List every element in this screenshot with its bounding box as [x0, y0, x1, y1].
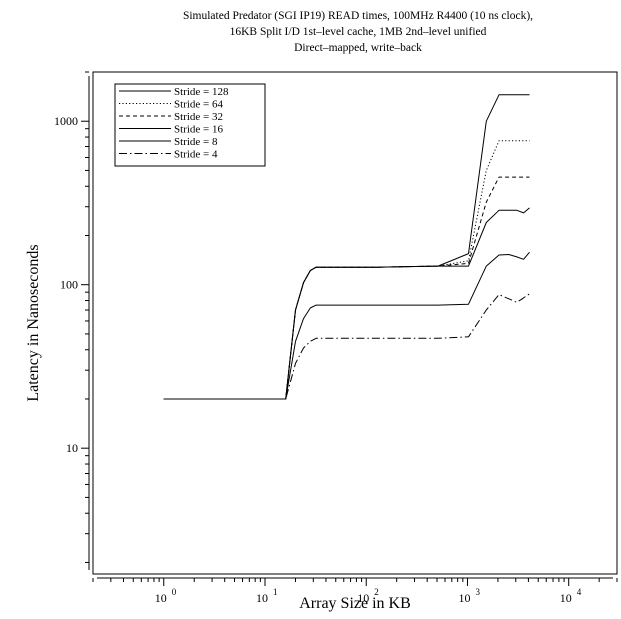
x-tick-label: 10 [155, 591, 167, 605]
x-tick-exponent: 4 [577, 587, 582, 597]
x-tick-label: 10 [256, 591, 268, 605]
chart-title-line-1: Simulated Predator (SGI IP19) READ times… [183, 10, 533, 22]
series-line [163, 293, 530, 400]
x-tick-exponent: 0 [172, 587, 177, 597]
chart-title-line-3: Direct–mapped, write–back [294, 42, 422, 54]
legend-label: Stride = 128 [174, 86, 229, 98]
x-tick-label: 10 [560, 591, 572, 605]
y-axis: 10 100 1000 [54, 71, 90, 570]
plot-frame [92, 71, 618, 575]
legend-label: Stride = 64 [174, 99, 223, 111]
x-tick-exponent: 2 [374, 587, 379, 597]
legend-label: Stride = 32 [174, 111, 223, 123]
series-line [163, 140, 530, 400]
x-axis: 10 0 10 1 10 2 10 3 10 4 [92, 577, 618, 605]
x-tick-label: 10 [357, 591, 369, 605]
series-line [163, 207, 530, 400]
x-tick-exponent: 1 [273, 587, 278, 597]
x-tick-label: 10 [458, 591, 470, 605]
series-line [163, 251, 530, 400]
y-tick-label: 1000 [54, 114, 78, 128]
legend-label: Stride = 4 [174, 149, 218, 161]
y-tick-label: 10 [66, 441, 78, 455]
series-layer [163, 94, 530, 400]
legend-box [114, 83, 266, 167]
x-tick-exponent: 3 [475, 587, 480, 597]
y-tick-label: 100 [60, 278, 78, 292]
y-axis-title: Latency in Nanoseconds [25, 244, 42, 401]
legend-label: Stride = 16 [174, 124, 223, 136]
chart-title-line-2: 16KB Split I/D 1st–level cache, 1MB 2nd–… [230, 26, 487, 38]
x-axis-title: Array Size in KB [299, 595, 411, 612]
legend-label: Stride = 8 [174, 136, 218, 148]
